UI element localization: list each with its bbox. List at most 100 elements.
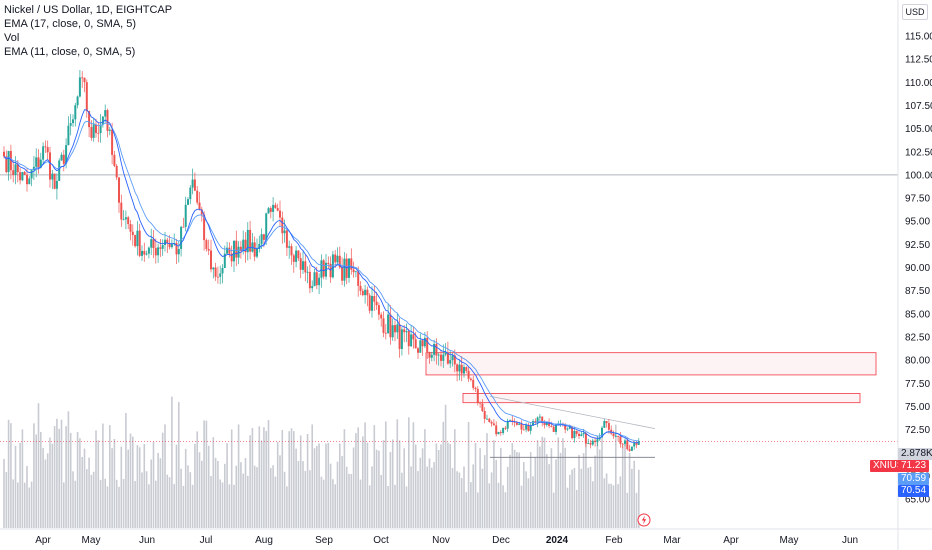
volume-bar xyxy=(325,443,327,528)
candlestick xyxy=(472,379,475,388)
volume-bar xyxy=(580,468,583,528)
candlestick xyxy=(242,239,245,252)
candlestick xyxy=(81,77,84,79)
volume-bar xyxy=(249,435,251,528)
candlestick xyxy=(101,116,104,125)
candlestick xyxy=(285,230,288,248)
ema11-legend[interactable]: EMA (11, close, 0, SMA, 5) xyxy=(4,46,136,58)
candlestick xyxy=(322,260,325,277)
volume-bar xyxy=(21,429,24,528)
price-tick-label: 90.00 xyxy=(905,263,930,274)
volume-bar xyxy=(270,468,272,528)
candlestick xyxy=(377,305,380,315)
candlestick xyxy=(237,246,240,258)
volume-bar xyxy=(79,438,81,528)
candlestick xyxy=(403,329,406,333)
volume-bar xyxy=(626,492,629,528)
candlestick xyxy=(463,367,465,374)
volume-bar xyxy=(389,451,392,528)
volume-bar xyxy=(263,427,265,528)
time-tick-label: Sep xyxy=(315,535,333,546)
volume-bar xyxy=(463,466,465,528)
candlestick xyxy=(290,246,293,256)
candlestick xyxy=(580,434,583,437)
volume-bar xyxy=(437,449,440,528)
volume-bar xyxy=(336,461,339,528)
candlestick xyxy=(474,387,477,390)
candlestick xyxy=(313,272,316,287)
candlestick xyxy=(607,423,610,430)
volume-bar xyxy=(58,428,60,528)
candlestick xyxy=(315,272,318,286)
time-tick-label: Dec xyxy=(492,535,510,546)
candlestick xyxy=(256,248,258,257)
volume-bar xyxy=(182,485,185,528)
volume-bar xyxy=(357,427,359,528)
volume-bar xyxy=(621,445,624,528)
volume-bar xyxy=(113,439,116,528)
time-tick-label: Jun xyxy=(842,535,858,546)
volume-bar xyxy=(504,492,507,528)
volume-bar xyxy=(72,471,74,528)
volume-bar xyxy=(341,455,343,528)
candlestick xyxy=(39,159,42,168)
volume-legend[interactable]: Vol xyxy=(4,32,20,44)
volume-bar xyxy=(541,436,543,528)
candlestick xyxy=(304,261,307,273)
candlestick xyxy=(230,253,233,262)
lightning-icon[interactable] xyxy=(637,513,651,527)
candlestick xyxy=(522,429,525,431)
volume-bar xyxy=(233,484,235,528)
currency-button[interactable]: USD xyxy=(902,4,928,20)
volume-bar xyxy=(479,448,481,528)
volume-bar xyxy=(127,449,129,528)
candlestick xyxy=(405,331,408,333)
price-tick-label: 102.50 xyxy=(905,147,932,158)
candlestick xyxy=(3,151,5,157)
candlestick xyxy=(348,258,350,278)
volume-bar xyxy=(345,466,348,528)
price-tick-label: 110.00 xyxy=(905,78,932,89)
candlestick xyxy=(85,82,88,112)
volume-bar xyxy=(111,448,113,528)
volume-bar xyxy=(120,446,123,528)
candlestick xyxy=(518,423,521,425)
volume-bar xyxy=(42,447,44,528)
volume-bar xyxy=(435,443,438,528)
candlestick xyxy=(605,421,608,424)
candlestick xyxy=(394,325,396,333)
candlestick xyxy=(297,250,300,259)
volume-bar xyxy=(575,489,578,528)
volume-bar xyxy=(543,437,546,528)
candlestick xyxy=(320,260,323,278)
volume-bar xyxy=(539,446,541,528)
candlestick xyxy=(267,208,270,214)
candlestick xyxy=(44,146,47,148)
candlestick xyxy=(449,360,452,364)
volume-bar xyxy=(240,462,242,528)
volume-bar xyxy=(299,435,302,528)
volume-bar xyxy=(552,492,555,528)
volume-bar xyxy=(293,431,295,528)
volume-bar xyxy=(184,448,187,528)
candlestick xyxy=(19,172,22,181)
candlesticks xyxy=(3,70,640,452)
volume-bar xyxy=(106,486,109,528)
volume-bar xyxy=(12,479,14,528)
candlestick xyxy=(235,240,238,258)
volume-bar xyxy=(635,492,638,528)
volume-bar xyxy=(272,465,274,528)
ema17-legend[interactable]: EMA (17, close, 0, SMA, 5) xyxy=(4,18,137,30)
candlestick xyxy=(90,127,93,138)
volume-bar xyxy=(214,457,217,528)
candlestick xyxy=(118,177,120,203)
volume-bar xyxy=(164,424,166,528)
volume-bar xyxy=(247,475,249,528)
symbol-title[interactable]: Nickel / US Dollar, 1D, EIGHTCAP xyxy=(4,4,173,16)
candlestick xyxy=(21,172,24,181)
volume-bar xyxy=(573,467,576,528)
candlestick xyxy=(170,243,173,248)
candlestick xyxy=(587,443,590,444)
